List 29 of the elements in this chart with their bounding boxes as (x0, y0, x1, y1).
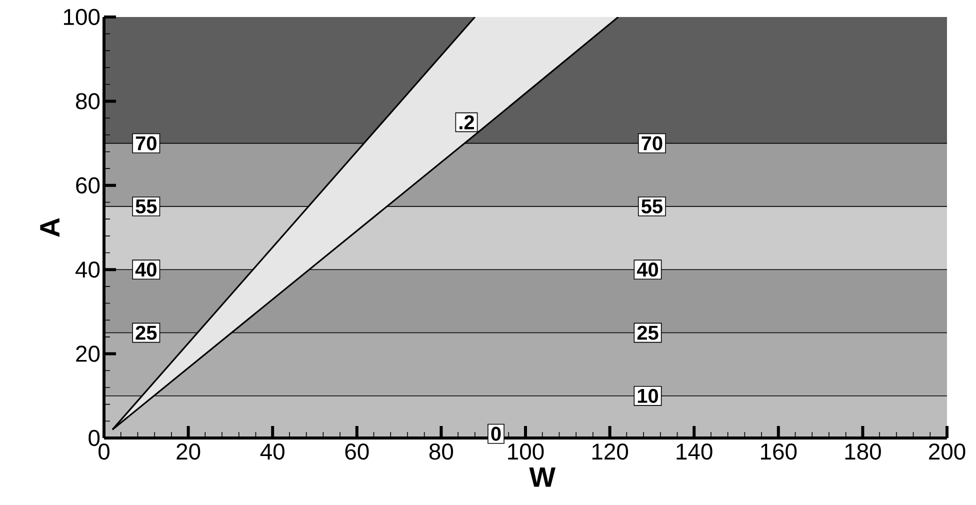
x-tick-label: 200 (929, 444, 966, 460)
x-tick-label: 60 (345, 444, 369, 460)
annotation: 40 (135, 262, 156, 277)
x-tick-label: 160 (761, 444, 797, 460)
x-tick-label: 120 (592, 444, 628, 460)
annotation: 10 (638, 388, 658, 403)
x-tick-label: 100 (508, 444, 544, 460)
annotation: 70 (136, 136, 156, 150)
x-tick-label: 180 (845, 444, 881, 460)
y-tick-label: 40 (76, 261, 100, 278)
y-tick-label: 60 (76, 177, 100, 194)
annotation: 25 (637, 326, 658, 340)
annotation: 40 (636, 262, 658, 277)
x-tick-label: 20 (176, 444, 200, 460)
annotation: 25 (136, 326, 157, 340)
x-axis-title: W (529, 468, 556, 487)
y-tick-label: 0 (88, 430, 100, 446)
y-tick-label: 20 (76, 346, 100, 362)
annotation: .2 (460, 115, 474, 130)
y-axis-title: A (40, 218, 60, 237)
y-tick-label: 100 (64, 8, 100, 26)
x-tick-label: 80 (429, 444, 454, 460)
x-tick-label: 140 (676, 444, 712, 460)
annotation: 55 (136, 200, 157, 214)
x-tick-label: 40 (260, 444, 284, 460)
annotation: 0 (491, 426, 501, 441)
annotation: 70 (642, 136, 662, 150)
y-tick-label: 80 (76, 93, 100, 110)
annotation: 55 (641, 200, 662, 214)
